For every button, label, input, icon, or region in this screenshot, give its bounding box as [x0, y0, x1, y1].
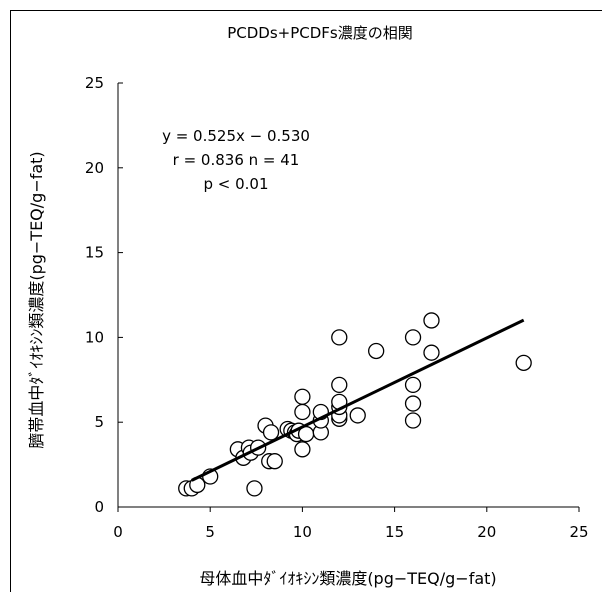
x-tick-label: 20: [477, 523, 496, 541]
y-tick-label: 20: [85, 159, 104, 177]
data-point: [404, 376, 422, 394]
data-point: [404, 395, 422, 412]
x-tick-label: 15: [385, 523, 404, 541]
data-point: [423, 312, 440, 329]
y-tick-label: 5: [94, 413, 104, 431]
y-tick-label: 25: [85, 74, 104, 92]
data-points: [178, 312, 532, 497]
data-point: [262, 424, 280, 441]
data-point: [294, 403, 311, 421]
annotation-line-2: r = 0.836 n = 41: [173, 151, 300, 169]
chart-title: PCDDs+PCDFs濃度の相関: [227, 24, 413, 42]
data-point: [246, 480, 263, 497]
axes: [117, 82, 580, 512]
y-tick-label: 15: [85, 244, 104, 262]
annotation-line-3: p < 0.01: [203, 175, 268, 193]
data-point: [294, 388, 311, 405]
x-tick-label: 5: [205, 523, 215, 541]
x-tick-label: 10: [293, 523, 312, 541]
data-point: [266, 453, 283, 470]
data-point: [331, 329, 348, 346]
annotation-line-1: y = 0.525x − 0.530: [162, 127, 310, 145]
data-point: [368, 342, 385, 360]
regression-line-group: [191, 318, 525, 482]
y-tick-labels: 0 5 10 15 20 25: [85, 74, 104, 516]
x-tick-label: 25: [569, 523, 588, 541]
x-tick-label: 0: [113, 523, 123, 541]
data-point: [349, 407, 366, 424]
data-point: [294, 441, 311, 458]
x-tick-labels: 0 5 10 15 20 25: [113, 523, 588, 541]
data-point: [423, 344, 440, 361]
y-tick-label: 0: [94, 498, 104, 516]
data-point: [404, 412, 422, 429]
data-point: [515, 354, 532, 371]
data-point: [331, 376, 348, 394]
chart-frame: [10, 10, 602, 592]
y-axis-label: 臍帯血中ﾀﾞｲｵｷｼﾝ類濃度(pg−TEQ/g−fat): [27, 151, 46, 448]
x-axis-label: 母体血中ﾀﾞｲｵｷｼﾝ類濃度(pg−TEQ/g−fat): [199, 569, 496, 588]
y-tick-label: 10: [85, 328, 104, 346]
regression-line: [191, 318, 525, 482]
data-point: [404, 329, 422, 346]
